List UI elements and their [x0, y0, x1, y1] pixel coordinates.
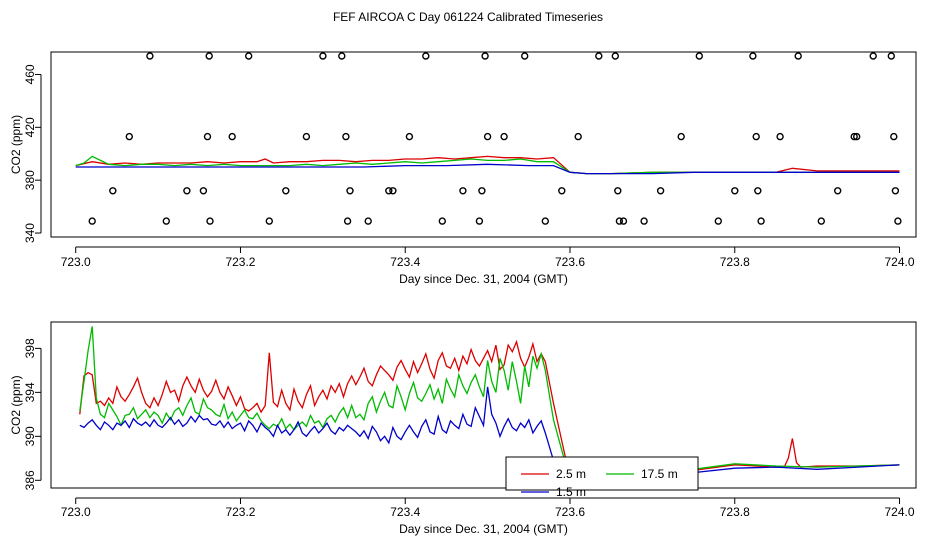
data-point [162, 217, 171, 225]
y-tick-label: 390 [23, 426, 37, 446]
data-point [500, 132, 508, 141]
x-tick-label: 723.0 [61, 505, 91, 519]
data-point [342, 132, 350, 141]
data-point [88, 217, 96, 225]
data-point [389, 187, 397, 195]
x-tick-label: 724.0 [885, 255, 915, 269]
data-point [834, 187, 842, 195]
data-point [475, 217, 484, 225]
data-point [887, 52, 895, 60]
y-tick-label: 460 [23, 64, 37, 84]
x-tick-label: 723.2 [225, 505, 255, 519]
data-point [199, 187, 208, 195]
data-point [541, 217, 549, 225]
data-point [125, 132, 134, 141]
data-point [205, 52, 213, 60]
series-line-3 [79, 386, 900, 485]
data-point [817, 217, 825, 225]
x-axis-label: Day since Dec. 31, 2004 (GMT) [399, 522, 568, 536]
legend-label-2: 17.5 m [641, 467, 678, 481]
data-point [752, 132, 760, 141]
data-point [615, 217, 624, 225]
data-point [481, 52, 489, 60]
x-tick-label: 723.6 [555, 505, 585, 519]
legend-label-1: 2.5 m [556, 467, 586, 481]
data-point [894, 217, 902, 225]
y-tick-label: 380 [23, 170, 37, 190]
data-point [346, 187, 354, 195]
series-line-2 [75, 155, 900, 175]
y-axis-label: CO2 (ppm) [9, 375, 23, 434]
data-point [483, 132, 492, 141]
data-point [459, 187, 467, 195]
data-point [422, 52, 430, 60]
data-point [595, 52, 603, 60]
data-point [338, 52, 346, 60]
x-tick-label: 723.6 [555, 255, 585, 269]
x-tick-label: 723.8 [720, 255, 750, 269]
data-point [869, 52, 877, 60]
data-point [714, 217, 722, 225]
x-tick-label: 724.0 [885, 505, 915, 519]
data-point [405, 132, 414, 141]
data-point [265, 217, 273, 225]
data-point [183, 187, 191, 195]
data-point [109, 187, 117, 195]
data-point [228, 132, 236, 141]
y-axis-label: CO2 (ppm) [9, 115, 23, 174]
x-tick-label: 723.0 [61, 255, 91, 269]
series-line-1 [79, 339, 900, 483]
data-point [206, 217, 214, 225]
data-point [850, 132, 858, 141]
data-point [319, 52, 327, 60]
data-point [146, 52, 154, 60]
x-axis-label: Day since Dec. 31, 2004 (GMT) [399, 272, 568, 286]
data-point [619, 217, 628, 225]
x-tick-label: 723.8 [720, 505, 750, 519]
data-point [853, 132, 861, 141]
data-point [757, 217, 765, 225]
data-point [640, 217, 648, 225]
y-tick-label: 340 [23, 223, 37, 243]
series-line-3 [75, 163, 900, 175]
data-point [364, 217, 372, 225]
x-tick-label: 723.2 [225, 255, 255, 269]
plot-frame [50, 51, 917, 238]
x-tick-label: 723.4 [390, 255, 420, 269]
data-point [385, 187, 393, 195]
data-point [438, 217, 446, 225]
data-point [891, 187, 900, 195]
data-point [302, 132, 311, 141]
data-point [611, 52, 619, 60]
data-point [656, 187, 665, 195]
legend-label-3: 1.5 m [556, 485, 586, 499]
y-tick-label: 420 [23, 117, 37, 137]
data-point [614, 187, 622, 195]
x-tick-label: 723.4 [390, 505, 420, 519]
plot-frame [50, 321, 917, 489]
data-point [558, 187, 566, 195]
y-tick-label: 386 [23, 470, 37, 490]
data-point [521, 52, 529, 60]
series-line-2 [79, 326, 900, 484]
data-point [794, 52, 802, 60]
data-point [574, 132, 582, 141]
data-point [890, 132, 898, 141]
data-point [695, 52, 703, 60]
legend-box [505, 456, 699, 491]
data-point [754, 187, 762, 195]
data-point [343, 217, 352, 225]
y-tick-label: 394 [23, 382, 37, 402]
data-point [478, 187, 486, 195]
data-point [282, 187, 290, 195]
data-point [731, 187, 739, 195]
data-point [203, 132, 212, 141]
y-tick-label: 398 [23, 338, 37, 358]
page-title: FEF AIRCOA C Day 061224 Calibrated Times… [332, 10, 604, 24]
data-point [749, 52, 757, 60]
data-point [244, 52, 253, 60]
data-point [677, 132, 685, 141]
data-point [776, 132, 784, 141]
